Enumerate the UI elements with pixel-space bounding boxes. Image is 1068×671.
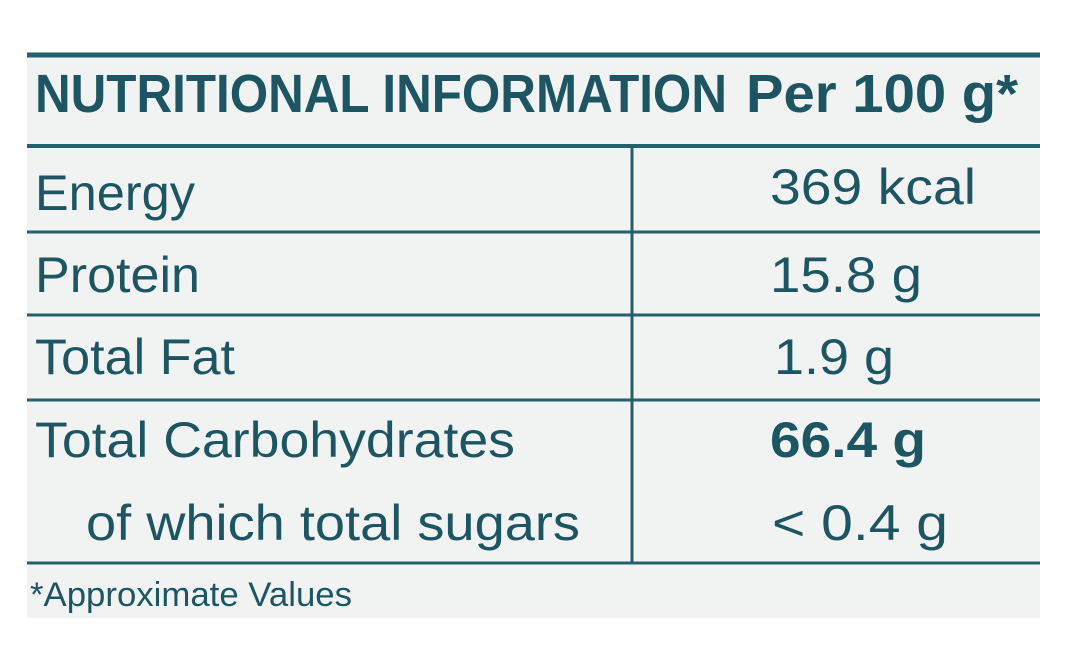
- nutrient-value: 369 kcal: [770, 159, 976, 215]
- footnote: *Approximate Values: [30, 576, 352, 614]
- nutrient-name: Total Fat: [35, 329, 235, 385]
- sub-nutrient-name: of which total sugars: [86, 495, 580, 551]
- nutrient-name: Energy: [35, 165, 195, 221]
- sub-nutrient-value: < 0.4 g: [772, 495, 948, 551]
- nutrient-name: Total Carbohydrates: [35, 412, 515, 468]
- nutrient-value: 66.4 g: [770, 412, 926, 468]
- nutrient-value: 15.8 g: [770, 247, 922, 303]
- nutrient-value: 1.9 g: [774, 329, 894, 385]
- nutrient-name: Protein: [35, 247, 200, 303]
- title: NUTRITIONAL INFORMATION: [35, 64, 727, 124]
- basis: Per 100 g*: [746, 64, 1018, 124]
